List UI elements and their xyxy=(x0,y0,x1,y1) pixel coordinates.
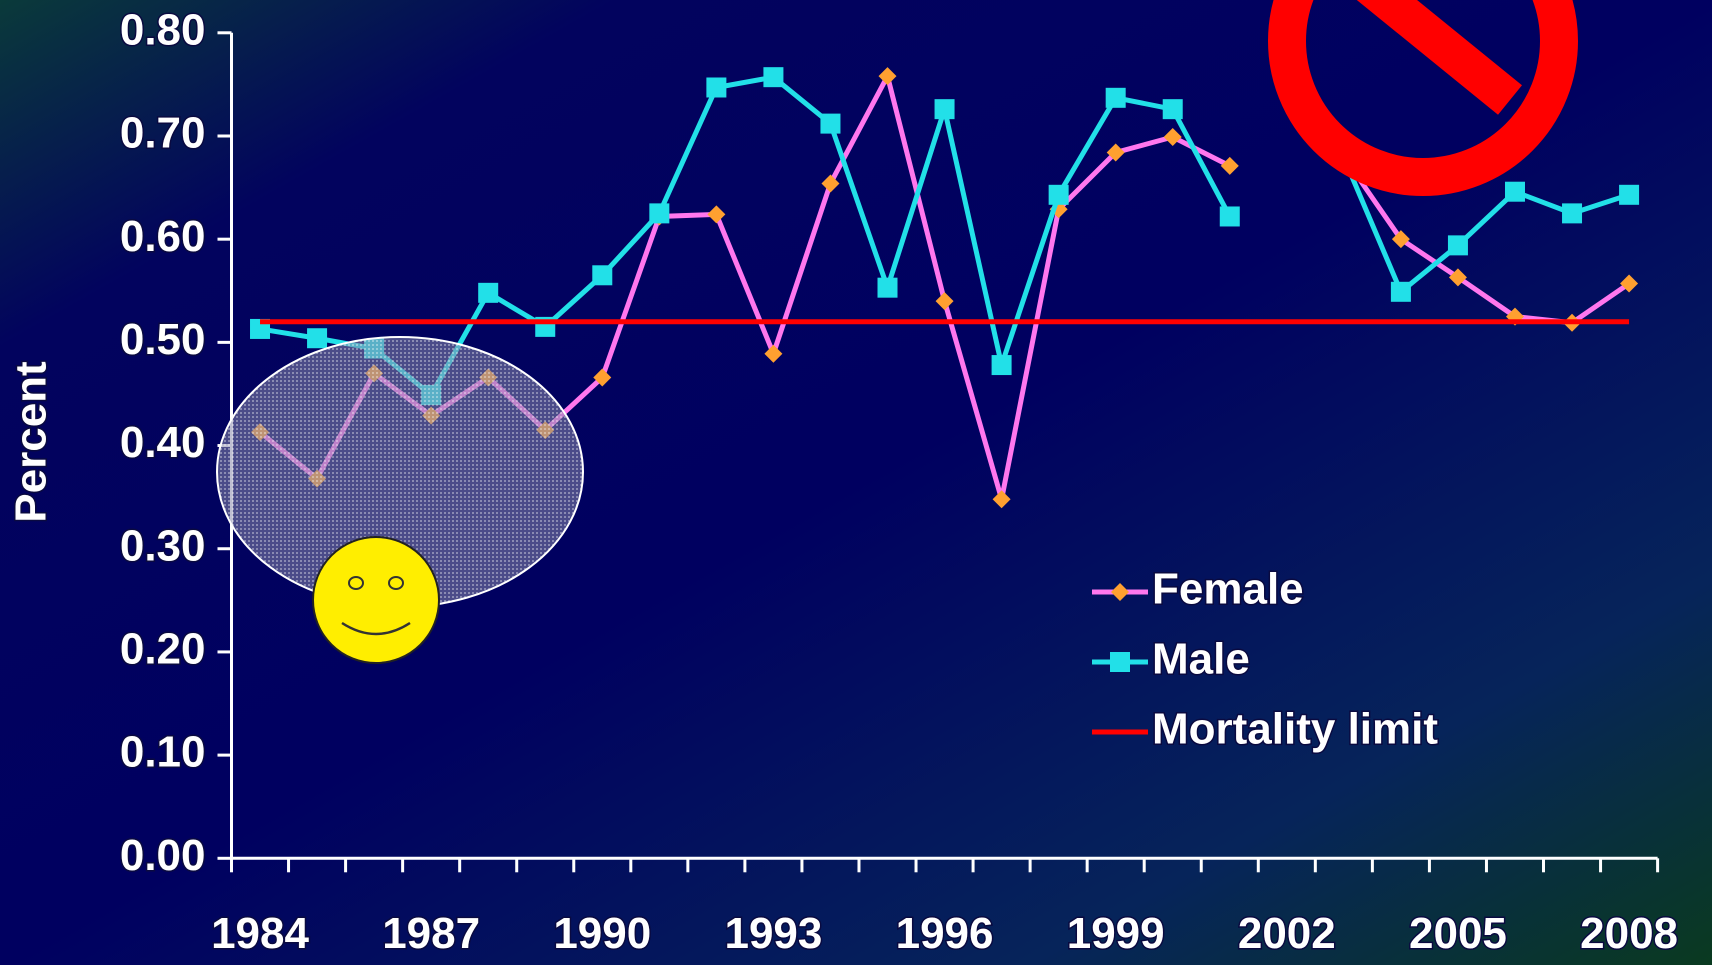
x-tick-label: 1990 xyxy=(553,909,651,958)
data-point xyxy=(1220,156,1239,175)
legend-label: Male xyxy=(1152,635,1250,684)
y-axis-title: Percent xyxy=(7,361,56,523)
data-point xyxy=(1391,230,1410,249)
smiley xyxy=(312,536,440,664)
data-point xyxy=(1390,281,1411,302)
data-point xyxy=(820,113,841,134)
x-tick-label: 1999 xyxy=(1067,909,1165,958)
data-point xyxy=(821,174,840,193)
data-point xyxy=(992,490,1011,509)
data-point xyxy=(649,203,670,224)
y-tick-label: 0.20 xyxy=(120,625,206,674)
x-tick-label: 1987 xyxy=(382,909,480,958)
data-point xyxy=(1048,184,1069,205)
data-point xyxy=(1106,143,1125,162)
data-point xyxy=(593,368,612,387)
data-point xyxy=(934,99,955,120)
x-tick-label: 2002 xyxy=(1238,909,1336,958)
legend-label: Mortality limit xyxy=(1152,705,1438,754)
data-point xyxy=(1447,235,1468,256)
data-point xyxy=(1163,128,1182,147)
y-tick-label: 0.60 xyxy=(120,212,206,261)
data-point xyxy=(706,77,727,98)
x-tick-label: 2008 xyxy=(1580,909,1678,958)
data-point xyxy=(1162,99,1183,120)
data-point xyxy=(1562,203,1583,224)
data-point xyxy=(1504,181,1525,202)
data-point xyxy=(307,328,328,349)
legend-marker xyxy=(1111,583,1129,601)
no-sign xyxy=(1268,0,1578,196)
y-tick-label: 0.30 xyxy=(120,521,206,570)
y-tick-label: 0.10 xyxy=(120,728,206,777)
y-tick-label: 0.50 xyxy=(120,315,206,364)
plot-area: 0.00 0.10 0.20 0.30 0.40 0.50 0.60 0.70 0.80 1984… xyxy=(118,4,1679,959)
data-point xyxy=(764,344,783,363)
data-point xyxy=(1448,268,1467,287)
y-tick-label: 0.00 xyxy=(120,831,206,880)
legend-marker xyxy=(1110,652,1130,672)
data-point xyxy=(1619,184,1640,205)
x-tick-label: 1996 xyxy=(896,909,994,958)
data-point xyxy=(1105,87,1126,108)
x-tick-label: 2005 xyxy=(1409,909,1507,958)
data-point xyxy=(707,205,726,224)
data-point xyxy=(877,277,898,298)
data-point xyxy=(1620,274,1639,293)
data-point xyxy=(763,67,784,88)
y-tick-label: 0.40 xyxy=(120,418,206,467)
y-tick-label: 0.80 xyxy=(120,5,206,54)
legend-label: Female xyxy=(1152,565,1304,614)
data-point xyxy=(592,265,613,286)
x-tick-label: 1993 xyxy=(724,909,822,958)
x-tick-label: 1984 xyxy=(211,909,309,958)
data-point xyxy=(935,292,954,311)
y-tick-label: 0.70 xyxy=(120,109,206,158)
data-point xyxy=(991,355,1012,376)
data-point xyxy=(878,67,897,86)
data-point xyxy=(478,282,499,303)
data-point xyxy=(1219,206,1240,227)
